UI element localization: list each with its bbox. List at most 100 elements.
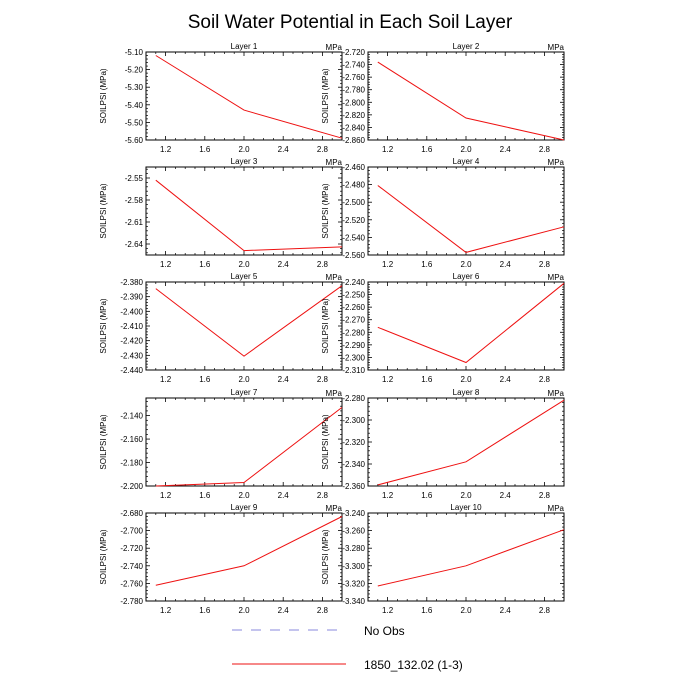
- y-tick-label: -2.480: [342, 181, 365, 190]
- panel-layer-10: Layer 10 MPa SOILPSI (MPa) -3.240 -3.260 -3.2…: [321, 503, 565, 615]
- y-tick-label: -3.280: [342, 544, 365, 553]
- x-tick-label: 2.4: [500, 491, 512, 500]
- y-tick-label: -3.240: [342, 509, 365, 518]
- x-tick-label: 2.0: [238, 145, 250, 154]
- panel-unit: MPa: [548, 158, 565, 167]
- x-tick-label: 2.8: [317, 606, 329, 615]
- series-line: [377, 399, 565, 486]
- x-tick-label: 1.6: [421, 260, 433, 269]
- x-tick-label: 2.8: [317, 375, 329, 384]
- y-tick-label: -2.320: [342, 438, 365, 447]
- x-tick-label: 2.8: [317, 260, 329, 269]
- panels-group: Layer 1 MPa SOILPSI (MPa) -5.10 -5.20 -5.30 -5…: [99, 42, 565, 615]
- x-tick-label: 2.0: [460, 606, 472, 615]
- x-tick-label: 1.2: [382, 260, 394, 269]
- panel-unit: MPa: [548, 504, 565, 513]
- y-tick-label: -2.520: [342, 216, 365, 225]
- y-axis-label: SOILPSI (MPa): [99, 68, 108, 123]
- y-tick-label: -2.500: [342, 198, 365, 207]
- x-tick-label: 2.0: [460, 375, 472, 384]
- x-tick-label: 1.2: [160, 491, 172, 500]
- x-tick-label: 2.4: [500, 606, 512, 615]
- figure-title: Soil Water Potential in Each Soil Layer: [188, 12, 513, 33]
- y-axis-label: SOILPSI (MPa): [321, 414, 330, 469]
- y-axis-label: SOILPSI (MPa): [321, 68, 330, 123]
- panel-frame: [367, 397, 565, 487]
- y-tick-label: -5.30: [125, 83, 144, 92]
- y-tick-label: -2.800: [342, 98, 365, 107]
- y-tick-label: -2.55: [125, 174, 144, 183]
- legend-label-model: 1850_132.02 (1-3): [364, 658, 463, 672]
- y-tick-label: -5.60: [125, 136, 144, 145]
- panel-title: Layer 8: [453, 388, 480, 397]
- panel-layer-5: Layer 5 MPa SOILPSI (MPa) -2.380 -2.390 -2.40…: [99, 272, 343, 384]
- panel-frame: [145, 397, 343, 487]
- x-tick-label: 2.0: [238, 606, 250, 615]
- y-tick-label: -2.700: [120, 527, 143, 536]
- x-tick-label: 1.6: [199, 145, 211, 154]
- x-tick-label: 2.4: [500, 375, 512, 384]
- y-tick-label: -2.720: [120, 544, 143, 553]
- x-tick-label: 1.6: [421, 491, 433, 500]
- x-tick-label: 1.2: [160, 260, 172, 269]
- x-tick-label: 2.0: [460, 491, 472, 500]
- panel-title: Layer 10: [450, 503, 482, 512]
- legend-label-no-obs: No Obs: [364, 624, 405, 638]
- panel-unit: MPa: [326, 273, 343, 282]
- x-tick-label: 1.6: [199, 260, 211, 269]
- y-tick-label: -2.720: [342, 48, 365, 57]
- series-line: [377, 529, 565, 587]
- y-tick-label: -2.540: [342, 233, 365, 242]
- series-line: [155, 516, 343, 586]
- panel-layer-1: Layer 1 MPa SOILPSI (MPa) -5.10 -5.20 -5.30 -5…: [99, 42, 343, 154]
- x-tick-label: 2.4: [278, 606, 290, 615]
- y-tick-label: -2.200: [120, 482, 143, 491]
- y-tick-label: -2.400: [120, 307, 143, 316]
- panel-unit: MPa: [548, 389, 565, 398]
- y-tick-label: -2.860: [342, 136, 365, 145]
- panel-layer-4: Layer 4 MPa SOILPSI (MPa) -2.460 -2.480 -2.50…: [321, 157, 565, 269]
- panel-title: Layer 7: [231, 388, 258, 397]
- y-tick-label: -2.58: [125, 196, 144, 205]
- y-tick-label: -2.680: [120, 509, 143, 518]
- x-tick-label: 2.4: [278, 145, 290, 154]
- y-tick-label: -2.390: [120, 293, 143, 302]
- panel-title: Layer 2: [453, 42, 480, 51]
- y-tick-label: -5.50: [125, 118, 144, 127]
- x-tick-label: 1.2: [382, 491, 394, 500]
- x-tick-label: 1.6: [199, 606, 211, 615]
- y-axis-label: SOILPSI (MPa): [99, 529, 108, 584]
- panel-unit: MPa: [326, 389, 343, 398]
- y-tick-label: -2.760: [342, 73, 365, 82]
- y-axis-label: SOILPSI (MPa): [99, 414, 108, 469]
- panel-layer-6: Layer 6 MPa SOILPSI (MPa) -2.240 -2.250 -2.26…: [321, 272, 565, 384]
- y-tick-label: -2.440: [120, 366, 143, 375]
- x-tick-label: 1.6: [421, 375, 433, 384]
- x-tick-label: 2.4: [278, 260, 290, 269]
- y-tick-label: -3.340: [342, 597, 365, 606]
- y-tick-label: -3.300: [342, 562, 365, 571]
- y-tick-label: -2.840: [342, 123, 365, 132]
- y-tick-label: -2.780: [120, 597, 143, 606]
- series-line: [377, 61, 565, 141]
- y-tick-label: -2.160: [120, 435, 143, 444]
- panel-layer-8: Layer 8 MPa SOILPSI (MPa) -2.280 -2.300 -2.32…: [321, 388, 565, 500]
- y-tick-label: -2.61: [125, 218, 144, 227]
- x-tick-label: 2.0: [460, 145, 472, 154]
- y-axis-label: SOILPSI (MPa): [321, 298, 330, 353]
- panel-frame: [145, 51, 343, 141]
- x-tick-label: 1.2: [160, 145, 172, 154]
- x-tick-label: 2.0: [238, 375, 250, 384]
- y-tick-label: -3.260: [342, 527, 365, 536]
- x-tick-label: 1.2: [160, 375, 172, 384]
- panel-unit: MPa: [548, 273, 565, 282]
- y-tick-label: -3.320: [342, 579, 365, 588]
- x-tick-label: 2.4: [500, 145, 512, 154]
- y-tick-label: -2.420: [120, 337, 143, 346]
- y-tick-label: -2.780: [342, 86, 365, 95]
- panel-title: Layer 5: [231, 272, 258, 281]
- x-tick-label: 1.6: [199, 491, 211, 500]
- x-tick-label: 2.0: [238, 260, 250, 269]
- x-tick-label: 2.4: [500, 260, 512, 269]
